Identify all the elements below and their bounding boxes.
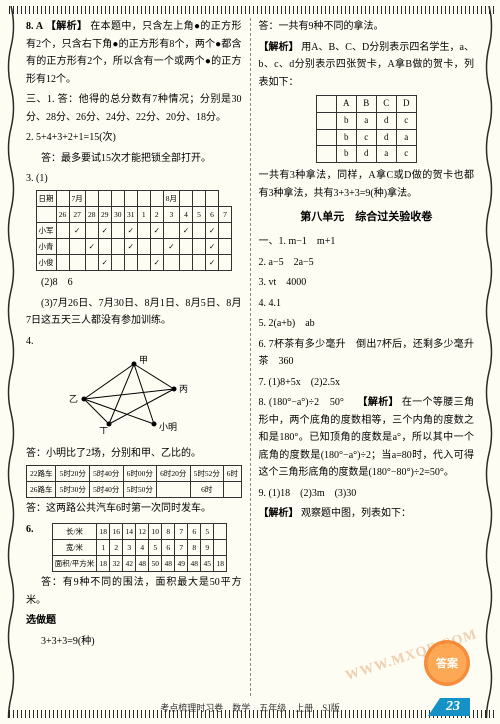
page-footer: 考点梳理时习卷 数学 五年级 上册 SJ版 xyxy=(0,701,500,714)
svg-text:乙: 乙 xyxy=(69,394,78,404)
left-column: 8. A 【解析】 在本题中，只含左上角●的正方形有2个，只含右下角●的正方形有… xyxy=(26,18,242,696)
xuanzuo-answer: 3+3+3=9(种) xyxy=(26,633,242,651)
svg-text:小明: 小明 xyxy=(159,422,177,432)
column-divider xyxy=(250,18,251,696)
schedule-table: 日期7月8月2627282930311234567小军✓✓✓✓✓✓小青✓✓✓✓小… xyxy=(36,190,233,272)
unit-heading: 第八单元 综合过关验收卷 xyxy=(259,208,475,227)
item-4-answer: 答：小明比了2场，分别和甲、乙比的。 xyxy=(26,445,242,463)
abcd-table: ABCDbadcbcdabdac xyxy=(316,95,417,163)
item-2: 2. 5+4+3+2+1=15(次) xyxy=(26,129,242,147)
yi-9-text: 观察题中图，列表如下： xyxy=(301,508,411,519)
answer-watermark: 答案 xyxy=(424,640,470,686)
item-6-answer: 答：有9种不同的围法，面积最大是50平方米。 xyxy=(26,574,242,609)
svg-text:丙: 丙 xyxy=(179,384,188,394)
item-6-label: 6. xyxy=(26,521,34,574)
svg-text:丁: 丁 xyxy=(99,426,108,434)
xuanzuo-heading: 选做题 xyxy=(26,612,242,630)
item-8: 8. A 【解析】 在本题中，只含左上角●的正方形有2个，只含右下角●的正方形有… xyxy=(26,18,242,88)
border-right xyxy=(484,6,494,718)
yi-2: 2. a−5 2a−5 xyxy=(259,254,475,272)
footer-text: 考点梳理时习卷 数学 五年级 上册 SJ版 xyxy=(0,701,500,714)
yi-8-prefix: 8. (180°−a°)÷2 50° xyxy=(259,397,355,408)
yi-3: 3. vt 4000 xyxy=(259,274,475,292)
svg-text:甲: 甲 xyxy=(139,355,148,365)
yi-8: 8. (180°−a°)÷2 50° 【解析】 在一个等腰三角形中，两个底角的度… xyxy=(259,394,475,482)
analysis-label: 【解析】 xyxy=(357,397,398,408)
item-3-2: (2)8 6 xyxy=(26,274,242,292)
content-columns: 8. A 【解析】 在本题中，只含左上角●的正方形有2个，只含右下角●的正方形有… xyxy=(26,18,474,696)
right-top: 答：一共有9种不同的拿法。 xyxy=(259,18,475,36)
border-left xyxy=(6,6,16,718)
item-4: 4. xyxy=(26,333,242,351)
analysis-label: 【解析】 xyxy=(259,508,299,519)
yi-8-text: 在一个等腰三角形中，两个底角的度数相等，三个内角的度数之和是180°。已知顶角的… xyxy=(259,397,475,478)
item-san-1: 三、1. 答：他得的总分数有7种情况；分别是30分、28分、26分、24分、22… xyxy=(26,91,242,126)
yi-1: 一、1. m−1 m+1 xyxy=(259,233,475,251)
item-3: 3. (1) 日期7月8月2627282930311234567小军✓✓✓✓✓✓… xyxy=(26,170,242,271)
right-column: 答：一共有9种不同的拿法。 【解析】 用A、B、C、D分别表示四名学生，a、b、… xyxy=(259,18,475,696)
analysis-label: 【解析】 xyxy=(259,42,299,53)
border-top xyxy=(6,6,494,14)
item-6-row: 6. 长/米18161412108765宽/米123456789面积/平方米18… xyxy=(26,521,242,574)
yi-9-analysis: 【解析】 观察题中图，列表如下： xyxy=(259,505,475,523)
item-3-label: 3. (1) xyxy=(26,173,48,184)
item-8-prefix: 8. A xyxy=(26,21,43,32)
yi-4: 4. 4.1 xyxy=(259,295,475,313)
yi-6: 6. 7杯茶有多少毫升 倒出7杯后，还剩多少毫升茶 360 xyxy=(259,336,475,371)
right-jiexi: 【解析】 用A、B、C、D分别表示四名学生，a、b、c、d分别表示四张贺卡，A拿… xyxy=(259,39,475,92)
item-2-answer: 答：最多要试15次才能把锁全部打开。 xyxy=(26,150,242,168)
item-3-3: (3)7月26日、7月30日、8月1日、8月5日、8月7日这五天三人都没有参加训… xyxy=(26,295,242,330)
yi-5: 5. 2(a+b) ab xyxy=(259,315,475,333)
yi-9: 9. (1)18 (2)3m (3)30 xyxy=(259,485,475,503)
analysis-label: 【解析】 xyxy=(46,21,87,32)
item-5-answer: 答：这两路公共汽车6时第一次同时发车。 xyxy=(26,500,242,518)
graph-diagram: 甲 乙 丙 丁 小明 xyxy=(26,354,242,441)
area-table: 长/米18161412108765宽/米123456789面积/平方米18324… xyxy=(52,523,228,572)
yi-7: 7. (1)8+5x (2)2.5x xyxy=(259,374,475,392)
jiexi-2: 一共有3种拿法，同样，A拿C或D做的贺卡也都有3种拿法，共有3+3+3=9(种)… xyxy=(259,167,475,202)
bus-table: 22路车5时20分5时40分6时00分6时20分5时52分6时26路车5时30分… xyxy=(26,465,242,498)
